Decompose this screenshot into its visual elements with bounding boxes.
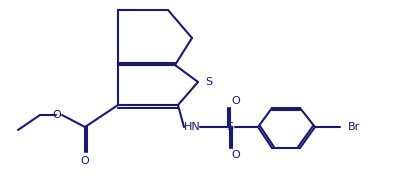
Text: O: O (81, 156, 89, 166)
Text: S: S (227, 122, 234, 132)
Text: Br: Br (348, 122, 360, 132)
Text: O: O (231, 150, 240, 160)
Text: S: S (205, 77, 212, 87)
Text: O: O (231, 96, 240, 106)
Text: O: O (52, 110, 61, 120)
Text: HN: HN (184, 122, 201, 132)
